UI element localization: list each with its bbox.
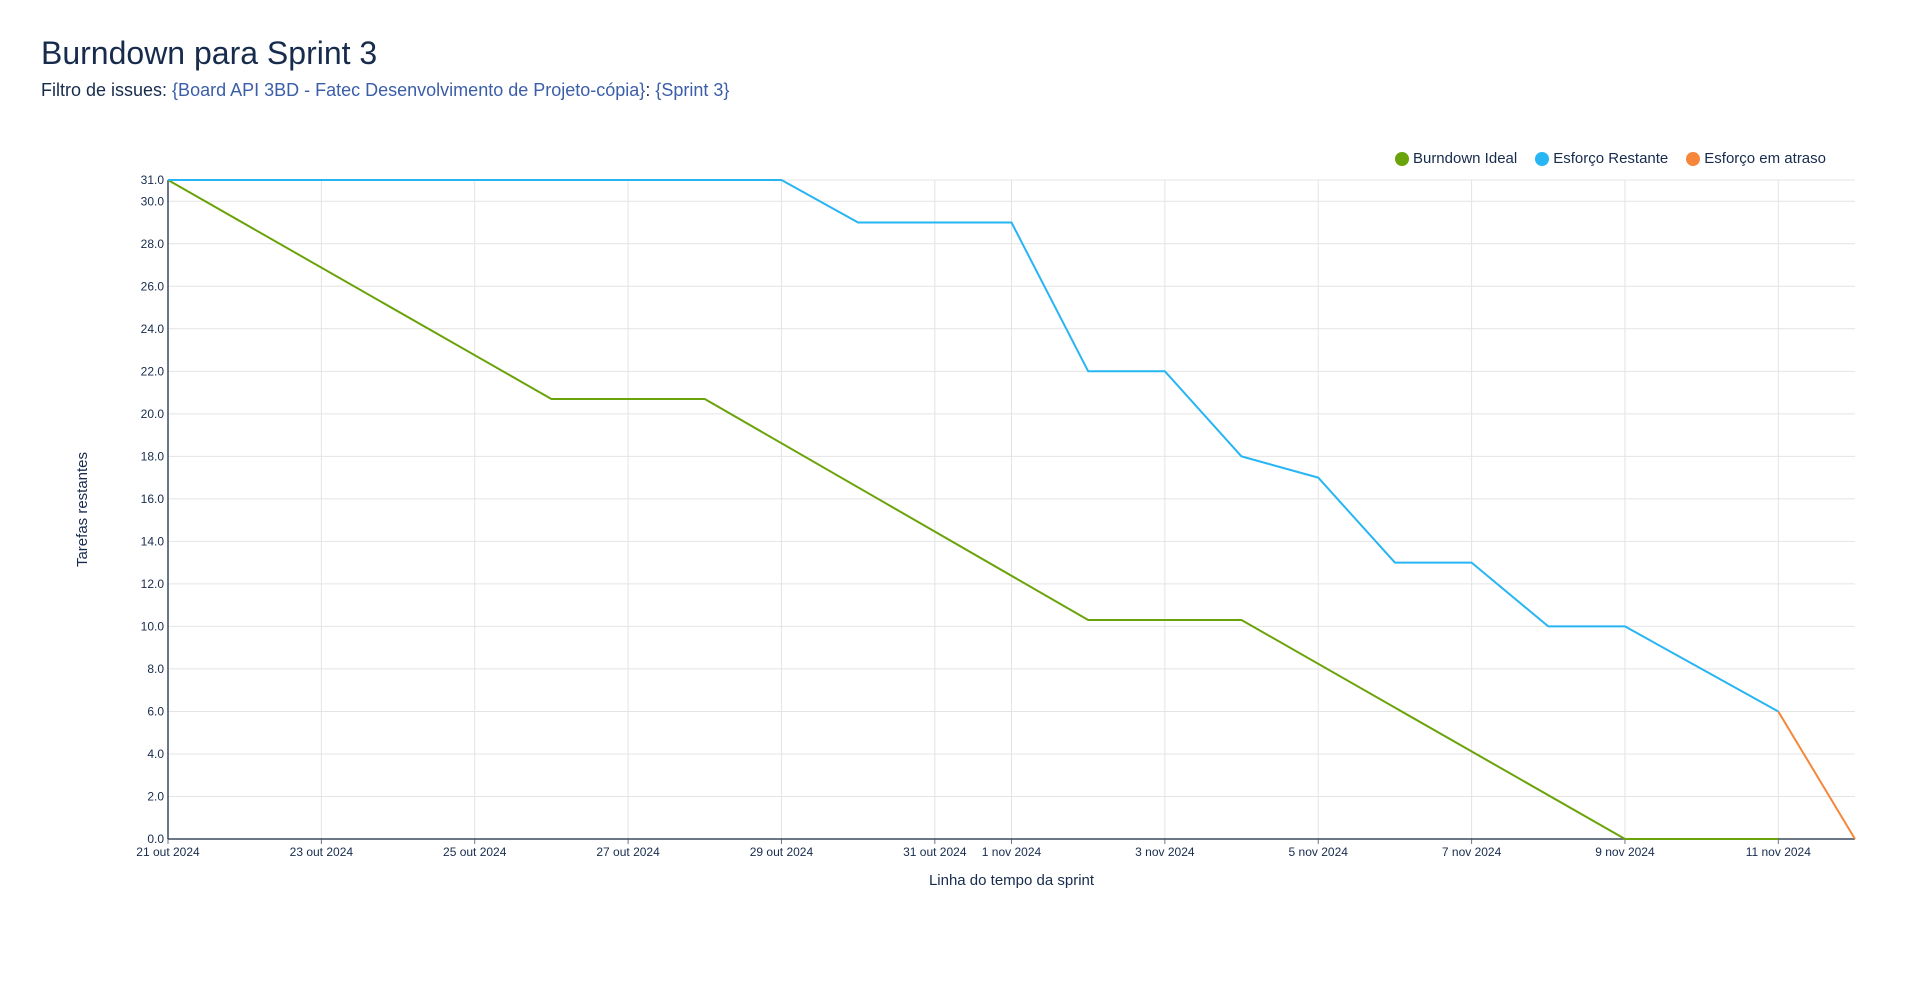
filter-prefix: Filtro de issues:: [41, 80, 173, 100]
filter-sprint-link[interactable]: {Sprint 3}: [655, 80, 730, 100]
axes: 0.0 2.0 4.0 6.0 8.0 10.0 12.0 14.0 16.0 18.0 20.0 2…: [136, 173, 1855, 859]
grid-lines: [168, 179, 1855, 839]
legend-item-esforco-em-atraso[interactable]: Esforço em atraso: [1686, 150, 1826, 167]
x-tick-label: 27 out 2024: [596, 845, 660, 859]
page-title: Burndown para Sprint 3: [41, 35, 378, 71]
series-line-burndown-ideal: [167, 179, 1779, 840]
legend-item-esforco-restante[interactable]: Esforço Restante: [1535, 150, 1668, 167]
filter-separator: :: [645, 80, 656, 100]
y-tick-label: 10.0: [141, 619, 165, 633]
issue-filter-line: Filtro de issues: {Board API 3BD - Fatec…: [41, 78, 729, 102]
series-line-esforco-restante: [168, 179, 1779, 713]
x-tick-label: 29 out 2024: [750, 845, 814, 859]
y-tick-label: 26.0: [141, 279, 165, 293]
x-tick-label: 1 nov 2024: [982, 845, 1042, 859]
x-tick-label: 21 out 2024: [136, 845, 200, 859]
series-lines: [167, 179, 1856, 840]
y-tick-label: 2.0: [147, 789, 164, 803]
y-tick-label: 12.0: [141, 577, 165, 591]
chart-header: Burndown para Sprint 3 Filtro de issues:…: [41, 30, 729, 102]
y-tick-label: 18.0: [141, 449, 165, 463]
x-tick-label: 31 out 2024: [903, 845, 967, 859]
x-tick-label: 5 nov 2024: [1289, 845, 1349, 859]
x-axis-title: Linha do tempo da sprint: [929, 872, 1095, 889]
legend-item-burndown-ideal[interactable]: Burndown Ideal: [1394, 150, 1518, 167]
y-axis-title: Tarefas restantes: [74, 452, 91, 567]
y-tick-label: 16.0: [141, 492, 165, 506]
legend-dot-icon: [1686, 151, 1701, 166]
x-tick-label: 25 out 2024: [443, 845, 507, 859]
y-tick-label: 8.0: [147, 662, 164, 676]
x-tick-label: 23 out 2024: [290, 845, 354, 859]
y-tick-label: 6.0: [147, 704, 164, 718]
y-tick-label: 28.0: [141, 237, 165, 251]
x-tick-label: 9 nov 2024: [1595, 845, 1655, 859]
y-tick-label: 30.0: [141, 194, 165, 208]
y-tick-label: 0.0: [147, 832, 164, 846]
legend-label: Esforço em atraso: [1704, 150, 1826, 167]
filter-board-link[interactable]: {Board API 3BD - Fatec Desenvolvimento d…: [172, 80, 646, 100]
x-tick-label: 3 nov 2024: [1135, 845, 1195, 859]
legend-dot-icon: [1535, 151, 1550, 166]
y-tick-label: 20.0: [141, 407, 165, 421]
x-tick-label: 11 nov 2024: [1746, 845, 1811, 859]
legend-dot-icon: [1394, 151, 1409, 166]
x-tick-label: 7 nov 2024: [1442, 845, 1502, 859]
y-tick-label: 24.0: [141, 322, 165, 336]
y-tick-label: 22.0: [141, 364, 165, 378]
y-tick-label: 14.0: [141, 534, 165, 548]
legend-label: Esforço Restante: [1553, 150, 1669, 167]
series-line-esforco-em-atraso: [1777, 710, 1856, 840]
y-tick-label: 31.0: [141, 173, 165, 187]
legend-label: Burndown Ideal: [1412, 150, 1518, 167]
chart-legend: Burndown Ideal Esforço Restante Esforço …: [1394, 150, 1826, 167]
y-tick-label: 4.0: [147, 747, 164, 761]
